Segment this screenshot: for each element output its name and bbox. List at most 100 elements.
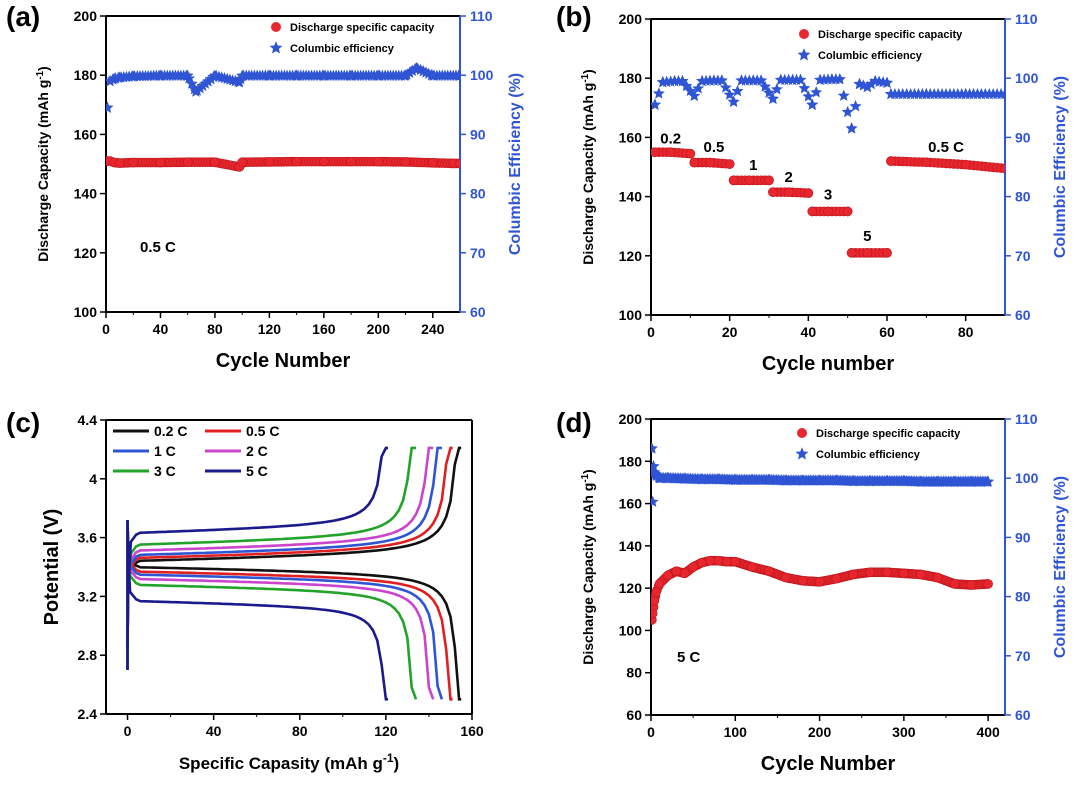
efficiency-point: [763, 86, 775, 98]
y-tick-label: 200: [619, 411, 643, 427]
efficiency-point: [948, 475, 961, 487]
legend-label: 3 C: [154, 463, 176, 479]
efficiency-point: [208, 69, 221, 81]
x-tick-label: 80: [958, 324, 974, 340]
capacity-point: [651, 587, 661, 598]
legend-capacity-marker: [797, 428, 807, 438]
efficiency-point: [345, 69, 358, 81]
y2-axis-title: Columbic Efficiency (%): [1052, 476, 1069, 658]
capacity-point: [886, 156, 896, 166]
efficiency-point: [746, 473, 759, 486]
legend-label: 5 C: [246, 463, 268, 479]
y-tick-label: 60: [626, 707, 642, 723]
efficiency-point: [290, 69, 303, 81]
discharge-curve-2C: [126, 559, 435, 700]
efficiency-point: [723, 88, 736, 100]
efficiency-point: [897, 474, 910, 487]
capacity-point: [862, 248, 873, 258]
y2-tick-label: 70: [1015, 248, 1031, 264]
x-tick-label: 100: [724, 724, 748, 740]
efficiency-point: [661, 471, 674, 484]
efficiency-point: [847, 474, 860, 487]
rate-label: 5: [863, 228, 871, 245]
y-tick-label: 180: [74, 67, 98, 83]
capacity-point: [747, 562, 757, 572]
y-tick-label: 2.4: [78, 706, 98, 722]
x-tick-label: 240: [421, 321, 445, 337]
capacity-point: [966, 580, 977, 590]
capacity-point: [373, 156, 384, 167]
capacity-point: [182, 157, 193, 168]
capacity-point: [663, 570, 673, 581]
y2-tick-label: 80: [1015, 189, 1031, 205]
y2-tick-label: 90: [1015, 529, 1031, 545]
x-tick-label: 0: [647, 324, 655, 340]
y-axis-title: Discharge Capacity (mAh g-1): [35, 66, 52, 261]
charge-curve-5C: [126, 446, 388, 670]
efficiency-point: [651, 98, 661, 110]
capacity-point: [128, 157, 139, 168]
chart-panel-2: (b)0 20 40 60 801001201401601802006070809010…: [556, 1, 1069, 375]
discharge-curve-5C: [126, 559, 388, 701]
x-tick-label: 40: [206, 723, 222, 739]
rate-label: 3: [824, 187, 832, 204]
efficiency-point: [806, 98, 819, 110]
efficiency-point: [656, 76, 669, 88]
capacity-point: [671, 566, 682, 577]
efficiency-point: [692, 82, 705, 94]
capacity-point: [264, 157, 275, 167]
plot-area: [651, 73, 1005, 258]
y-tick-label: 140: [74, 186, 98, 202]
capacity-point: [696, 557, 707, 568]
x-axis-title: Cycle number: [762, 353, 894, 375]
efficiency-point: [794, 73, 807, 86]
capacity-point: [685, 148, 696, 159]
capacity-point: [210, 157, 220, 168]
capacity-point: [949, 579, 960, 589]
efficiency-point: [759, 80, 772, 92]
capacity-point: [346, 156, 356, 167]
y2-tick-label: 110: [1015, 411, 1038, 427]
legend: Discharge specific capacity Columbic effi…: [797, 29, 963, 62]
y-tick-label: 160: [619, 496, 643, 512]
y-tick-label: 120: [74, 245, 98, 261]
efficiency-point: [861, 80, 874, 93]
efficiency-point: [796, 474, 809, 486]
y-tick-label: 180: [619, 453, 643, 469]
efficiency-point: [779, 474, 792, 486]
legend-capacity-label: Discharge specific capacity: [290, 22, 435, 34]
chart-panel-1: (a) 0 40 80 120 160 200 240 100 120 140 160 180 200 60…: [6, 1, 524, 372]
capacity-point: [823, 206, 833, 217]
efficiency-point: [837, 89, 850, 101]
efficiency-point: [106, 101, 114, 113]
legend-efficiency-label: Columbic efficiency: [816, 449, 921, 461]
panel-label: (b): [556, 1, 592, 32]
efficiency-point: [652, 87, 665, 99]
capacity-point: [744, 175, 755, 186]
y-axis-title: Discharge Capacity (mAh g-1): [580, 69, 597, 264]
x-tick-label: 40: [801, 324, 817, 340]
efficiency-point: [113, 71, 126, 83]
capacity-point: [728, 175, 739, 186]
y2-tick-label: 80: [1015, 589, 1031, 605]
capacity-point: [291, 156, 302, 167]
y2-tick-label: 70: [470, 245, 486, 261]
capacity-point: [155, 157, 166, 168]
efficiency-point: [914, 475, 927, 487]
efficiency-point: [931, 475, 944, 487]
capacity-point: [705, 157, 715, 168]
capacity-point: [882, 248, 892, 258]
legend-efficiency-marker: [797, 48, 811, 61]
capacity-point: [730, 556, 741, 567]
y-tick-label: 3.2: [78, 588, 98, 604]
capacity-point: [688, 562, 698, 572]
y-tick-label: 4.4: [78, 412, 98, 428]
y-tick-label: 140: [619, 538, 643, 554]
capacity-point: [960, 159, 971, 170]
discharge-curve-1C: [126, 559, 444, 700]
efficiency-point: [810, 86, 823, 98]
legend-capacity-label: Discharge specific capacity: [818, 29, 963, 41]
charge-curve-2C: [126, 446, 434, 670]
y-tick-label: 2.8: [78, 647, 98, 663]
